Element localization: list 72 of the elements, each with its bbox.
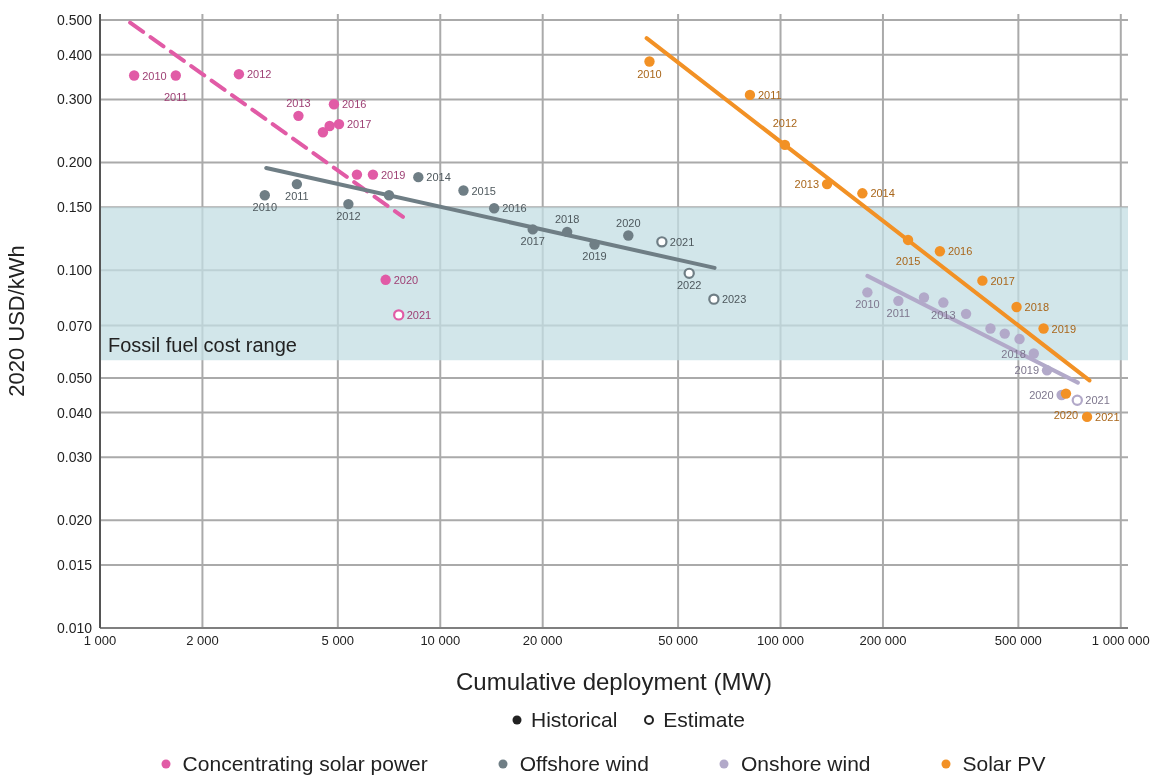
annotation: 2015 [471,184,496,197]
legend-label: Offshore wind [519,752,649,776]
annotation: 2019 [582,250,607,263]
x-tick-label: 1 000 [83,633,117,649]
annotation: 2017 [347,118,372,131]
annotation: 2022 [676,279,702,292]
annotation: 2021 [406,308,432,321]
x-tick-label: 2 000 [186,633,219,649]
annotation: 2013 [286,96,311,109]
annotation: 2012 [246,68,272,81]
x-tick-label: 500 000 [994,633,1042,649]
annotation: 2020 [1053,408,1079,421]
annotation: 2019 [380,168,406,181]
x-tick-label: 20 000 [522,633,563,649]
annotation: 2020 [616,216,641,229]
annotation: 2014 [426,171,451,184]
annotation: 2021 [1085,394,1110,407]
annotation: 2010 [637,67,662,80]
annotation: 2020 [393,273,419,286]
annotation: 2014 [870,187,895,200]
annotation: 2010 [855,298,880,311]
x-tick-label: 100 000 [757,633,805,649]
annotation: 2012 [336,210,361,223]
annotation: 2018 [1024,301,1050,314]
annotation: 2011 [163,90,188,103]
annotation: 2016 [341,98,367,111]
y-tick-label: 0.020 [56,512,93,529]
y-tick-label: 0.015 [56,556,93,573]
annotation: 2021 [1095,410,1120,423]
annotation: 2018 [1001,347,1026,360]
y-tick-label: 0.100 [56,262,93,279]
annotation: 2019 [1051,322,1077,335]
annotation: 2012 [772,116,798,129]
y-tick-label: 0.300 [56,91,93,108]
x-tick-label: 1 000 000 [1091,633,1150,649]
text: Historical [530,708,618,732]
annotation: 2010 [142,69,167,82]
y-tick-label: 0.070 [56,317,93,334]
y-tick-label: 0.200 [56,154,93,171]
y-tick-label: 0.500 [56,12,93,29]
annotation: 2018 [554,212,580,225]
annotation: 2013 [794,178,820,191]
y-tick-label: 0.150 [56,199,93,216]
legend-label: Concentrating solar power [182,752,428,776]
text: Estimate [663,708,746,732]
y-tick-label: 0.050 [56,369,93,386]
x-axis-title: Cumulative deployment (MW) [455,668,773,695]
y-axis-title: 2020 USD/kWh [3,245,29,397]
legend-label: Solar PV [962,752,1046,776]
y-tick-label: 0.040 [56,404,93,421]
y-tick-label: 0.030 [56,449,93,466]
y-tick-label: 0.010 [56,619,93,636]
x-tick-label: 5 000 [321,633,355,649]
annotation: 2013 [931,308,956,321]
annotation: 2017 [520,235,545,248]
annotation: 2011 [886,306,911,319]
annotation: 2011 [285,190,309,203]
annotation: 2016 [502,202,527,215]
annotation: 2017 [990,274,1015,287]
annotation: 2016 [947,245,973,258]
legend-label: Onshore wind [740,752,871,776]
band-label: Fossil fuel cost range [108,334,297,357]
x-tick-label: 50 000 [658,633,698,649]
x-tick-label: 200 000 [859,633,907,649]
annotation: 2010 [252,201,278,214]
x-tick-label: 10 000 [420,633,461,649]
annotation: 2011 [757,88,782,101]
annotation: 2015 [895,254,921,267]
y-tick-label: 0.400 [56,46,93,63]
annotation: 2021 [669,235,695,248]
annotation: 2020 [1029,388,1054,401]
annotation: 2023 [721,293,747,306]
